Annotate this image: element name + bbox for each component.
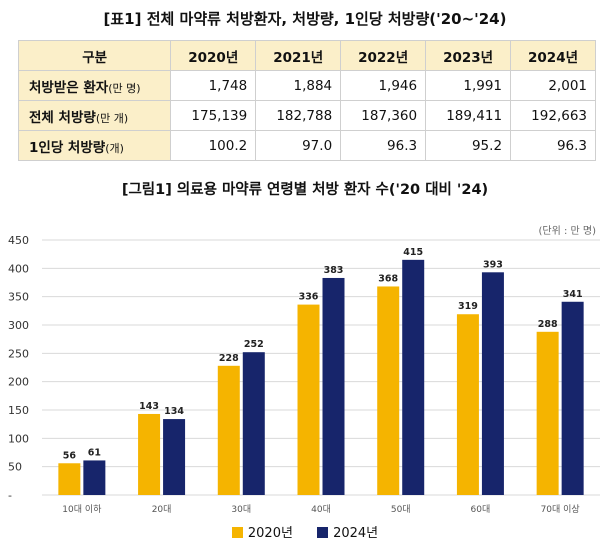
data-label: 252 [244,339,264,350]
x-tick-label: 10대 이하 [62,504,102,515]
table-cell: 189,411 [425,100,512,131]
row-label-unit: (만 명) [108,81,141,95]
data-label: 319 [458,301,478,312]
y-tick-label: 200 [8,376,29,389]
legend-label-2020: 2020년 [247,526,293,541]
table-cell: 1,946 [340,70,427,101]
x-tick-label: 70대 이상 [541,504,580,515]
table-row: 처방받은 환자(만 명) 1,748 1,884 1,946 1,991 2,0… [17,70,596,101]
legend-item-2024: 2024년 [317,522,378,541]
table-cell: 96.3 [510,130,596,161]
row-label-text: 1인당 처방량 [29,139,106,156]
bar-2024 [402,259,425,495]
table-cell: 97.0 [255,130,342,161]
table-cell: 96.3 [340,130,427,161]
legend-item-2020: 2020년 [231,522,293,541]
data-label: 228 [219,353,239,364]
x-tick-label: 50대 [391,504,411,515]
table-cell: 182,788 [255,100,342,131]
data-label: 143 [139,401,159,412]
table-row: 전체 처방량(만 개) 175,139 182,788 187,360 189,… [17,100,596,131]
x-tick-label: 60대 [471,504,491,515]
table-cell: 175,139 [170,100,257,131]
y-tick-label: 300 [8,319,29,332]
unit-label: (단위 : 만 명) [538,226,596,237]
row-label: 1인당 처방량(개) [17,130,172,161]
data-label: 288 [538,319,558,330]
row-label-unit: (개) [105,141,124,155]
bar-2020 [377,286,400,495]
row-label-text: 전체 처방량 [29,109,96,126]
table-cell: 1,748 [170,70,257,101]
header-cell: 2021년 [255,40,342,71]
chart-title: [그림1] 의료용 마약류 연령별 처방 환자 수('20 대비 '24) [121,182,489,198]
row-label: 전체 처방량(만 개) [17,100,172,131]
y-tick-label: 450 [8,234,29,247]
bar-2020 [138,413,161,495]
x-tick-label: 20대 [152,504,172,515]
bar-2020 [217,365,240,495]
bar-2024 [83,460,106,495]
header-cell: 2024년 [510,40,596,71]
prescription-table: 구분 2020년 2021년 2022년 2023년 2024년 처방받은 환자… [17,40,596,161]
table-cell: 1,884 [255,70,342,101]
y-tick-label: 50 [8,461,22,474]
bar-chart: - 50 100 150 200 250 300 350 400 450 56 61 10대 이하 143… [8,234,600,515]
bar-2020 [536,331,559,495]
row-label-unit: (만 개) [95,111,129,125]
data-label: 368 [378,273,398,284]
bar-2020 [456,314,479,495]
x-tick-label: 30대 [231,504,251,515]
header-cell: 구분 [17,40,172,71]
table-cell: 187,360 [340,100,427,131]
x-tick-label: 40대 [311,504,331,515]
y-tick-label: 400 [8,262,29,275]
bar-2024 [242,352,265,495]
legend-swatch-2024 [317,527,329,538]
row-label-text: 처방받은 환자 [29,79,109,96]
table-cell: 192,663 [510,100,596,131]
table-cell: 2,001 [510,70,596,101]
data-label: 336 [299,292,319,303]
header-cell: 2023년 [425,40,512,71]
table-row: 1인당 처방량(개) 100.2 97.0 96.3 95.2 96.3 [17,130,596,161]
bar-2024 [322,277,345,495]
bar-2020 [297,304,320,495]
chart-legend: 2020년 2024년 [0,522,610,541]
table-header-row: 구분 2020년 2021년 2022년 2023년 2024년 [17,40,596,71]
data-label: 134 [164,406,184,417]
bar-2024 [163,419,186,495]
y-tick-label: 100 [8,432,29,445]
legend-swatch-2020 [231,527,243,538]
header-cell: 2020년 [170,40,257,71]
data-label: 383 [324,265,344,276]
data-label: 341 [563,289,583,300]
y-tick-label: 250 [8,347,29,360]
bar-2020 [58,463,81,495]
data-label: 415 [403,247,423,258]
y-tick-label: 350 [8,291,29,304]
table-cell: 100.2 [170,130,257,161]
y-tick-label: 150 [8,404,29,417]
bar-2024 [561,301,584,495]
data-label: 56 [63,450,77,461]
data-label: 61 [88,447,101,458]
y-tick-label: - [8,489,12,502]
bar-2024 [481,272,504,495]
header-cell: 2022년 [340,40,427,71]
table-cell: 1,991 [425,70,512,101]
table-title: [표1] 전체 마약류 처방환자, 처방량, 1인당 처방량('20~'24) [103,10,507,28]
row-label: 처방받은 환자(만 명) [17,70,172,101]
data-label: 393 [483,259,503,270]
legend-label-2024: 2024년 [333,526,379,541]
table-cell: 95.2 [425,130,512,161]
